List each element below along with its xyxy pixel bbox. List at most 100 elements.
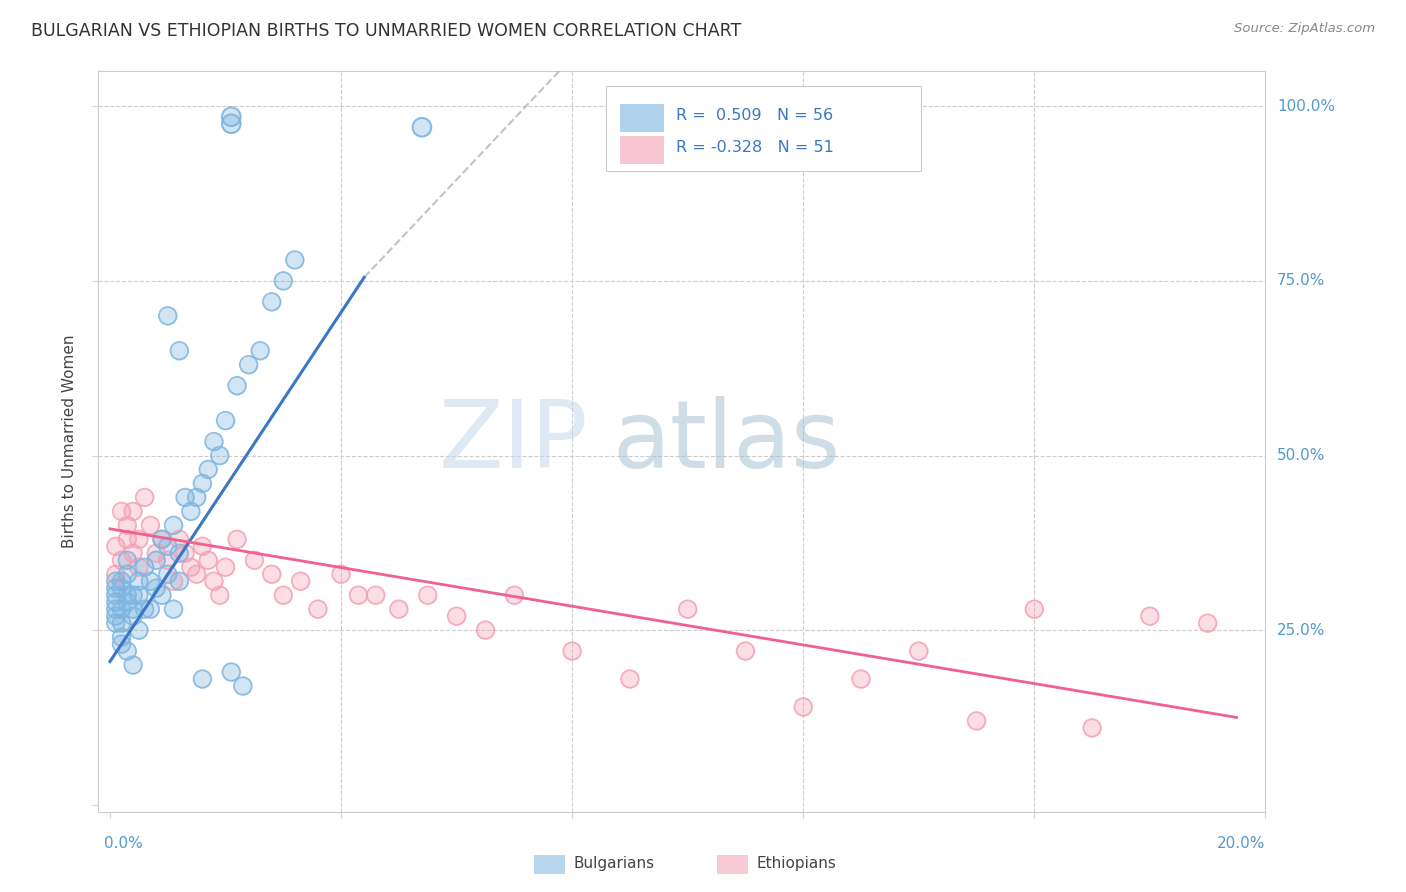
Point [174,546,197,560]
Point [180,504,202,518]
Point [128,623,150,637]
Text: 20.0%: 20.0% [1218,836,1265,851]
Point [271,274,294,288]
Point [221,665,243,679]
Point [169,533,191,547]
Point [197,553,219,567]
Point [104,609,127,624]
Point [411,120,433,135]
Point [156,539,179,553]
Point [117,553,139,567]
FancyBboxPatch shape [606,87,921,171]
Point [150,533,173,547]
Point [150,533,173,547]
Point [474,623,496,637]
Text: Source: ZipAtlas.com: Source: ZipAtlas.com [1234,22,1375,36]
Point [202,434,225,449]
Point [1197,616,1219,631]
Point [202,574,225,589]
Point [110,504,132,518]
Point [128,533,150,547]
Point [330,567,353,582]
Point [128,574,150,589]
Point [243,553,266,567]
Point [117,588,139,602]
Point [411,120,433,135]
Point [238,358,260,372]
Text: 75.0%: 75.0% [1277,273,1326,288]
Point [104,574,127,589]
Point [849,672,872,686]
Point [347,588,370,602]
Point [619,672,641,686]
Point [169,546,191,560]
Point [110,637,132,651]
Point [117,644,139,658]
Point [117,533,139,547]
Point [104,588,127,602]
Point [128,588,150,602]
Point [330,567,353,582]
Point [307,602,329,616]
Point [110,581,132,595]
Text: R =  0.509   N = 56: R = 0.509 N = 56 [676,109,834,123]
Point [110,616,132,631]
Point [197,462,219,476]
Point [260,567,283,582]
Point [1024,602,1046,616]
Point [122,602,145,616]
Point [145,553,167,567]
Point [139,602,162,616]
Point [186,491,208,505]
Point [290,574,312,589]
Point [139,518,162,533]
Point [110,630,132,644]
Point [271,274,294,288]
Point [156,309,179,323]
Point [174,491,197,505]
Point [162,574,184,589]
Text: 50.0%: 50.0% [1277,448,1326,463]
Point [104,595,127,609]
Point [117,644,139,658]
Point [156,567,179,582]
Point [208,588,231,602]
Point [117,533,139,547]
Point [364,588,387,602]
Point [214,414,236,428]
Text: 0.0%: 0.0% [104,836,143,851]
Point [221,110,243,124]
Point [128,588,150,602]
Point [221,117,243,131]
Point [676,602,699,616]
Point [226,378,249,392]
Point [271,588,294,602]
Point [221,665,243,679]
Point [104,574,127,589]
Point [122,504,145,518]
Point [186,567,208,582]
Point [260,567,283,582]
Point [139,602,162,616]
Point [284,252,307,267]
Point [104,616,127,631]
Point [134,491,156,505]
Point [117,588,139,602]
Point [156,567,179,582]
Point [1081,721,1104,735]
Point [180,504,202,518]
Point [122,546,145,560]
Point [202,574,225,589]
Point [232,679,254,693]
Point [180,560,202,574]
Point [117,567,139,582]
Point [284,252,307,267]
Point [191,672,214,686]
Point [110,574,132,589]
Point [104,567,127,582]
Point [676,602,699,616]
Point [117,518,139,533]
Point [214,560,236,574]
Point [134,560,156,574]
Point [110,616,132,631]
